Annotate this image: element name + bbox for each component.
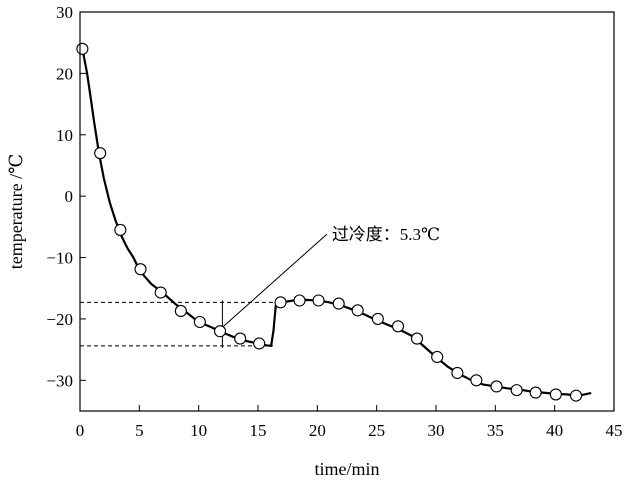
data-point-marker <box>234 332 247 345</box>
x-tick-label: 45 <box>606 421 623 440</box>
temperature-curve <box>78 47 592 397</box>
y-tick-label: −30 <box>46 371 73 390</box>
y-axis-label: temperature /℃ <box>6 154 26 270</box>
data-point-marker <box>510 384 523 397</box>
data-point-marker <box>490 380 503 393</box>
data-point-marker <box>391 320 405 333</box>
data-point-marker <box>76 42 89 55</box>
y-tick-label: −10 <box>46 249 73 268</box>
data-point-marker <box>134 263 147 276</box>
data-point-marker <box>431 350 444 364</box>
data-point-marker <box>274 296 287 309</box>
x-tick-label: 25 <box>368 421 385 440</box>
data-point-marker <box>549 388 562 401</box>
x-tick-label: 20 <box>309 421 326 440</box>
data-point-marker <box>470 374 483 387</box>
x-tick-label: 35 <box>487 421 504 440</box>
markers-layer <box>76 42 583 402</box>
data-point-marker <box>569 389 583 402</box>
data-point-marker <box>193 315 206 329</box>
axes-layer: 0 5 10 15 20 25 30 35 40 45 30 20 10 0 −10 −20 −30 <box>46 3 622 440</box>
x-tick-label: 0 <box>76 421 85 440</box>
data-point-marker <box>94 147 107 160</box>
y-tick-label: 30 <box>56 3 73 22</box>
plot-frame <box>79 11 615 412</box>
x-tick-label: 30 <box>428 421 445 440</box>
data-point-marker <box>154 286 167 299</box>
x-tick-label: 5 <box>135 421 144 440</box>
data-point-marker <box>332 297 345 310</box>
data-point-marker <box>174 304 187 317</box>
x-tick-label: 10 <box>190 421 207 440</box>
data-point-marker <box>529 386 542 399</box>
y-tick-label: 20 <box>56 64 73 83</box>
annotation-leader-line <box>223 233 328 327</box>
data-point-marker <box>410 332 424 345</box>
x-axis-label: time/min <box>315 459 380 479</box>
x-tick-label: 40 <box>546 421 563 440</box>
x-tick-label: 15 <box>250 421 267 440</box>
data-point-marker <box>451 366 464 379</box>
y-tick-label: 0 <box>65 187 74 206</box>
data-point-marker <box>312 294 325 307</box>
data-point-marker <box>371 312 384 325</box>
y-tick-label: −20 <box>46 310 73 329</box>
data-point-marker <box>114 223 127 236</box>
data-point-marker <box>293 294 306 307</box>
series-layer <box>78 47 592 397</box>
data-point-marker <box>253 337 266 350</box>
data-point-marker <box>351 304 364 317</box>
reference-lines-layer <box>80 233 328 348</box>
supercooling-annotation-label: 过冷度：5.3℃ <box>332 225 440 244</box>
y-tick-label: 10 <box>56 126 73 145</box>
data-point-marker <box>213 325 227 338</box>
